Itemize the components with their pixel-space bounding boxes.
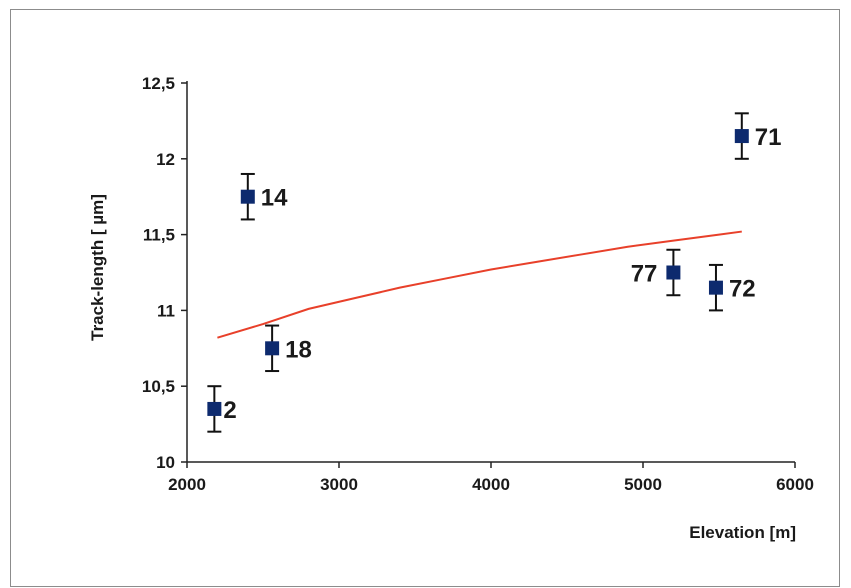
data-point: 2 [207, 385, 237, 433]
point-label: 2 [223, 397, 236, 424]
point-marker [240, 189, 255, 204]
y-tick-label: 10,5 [142, 377, 175, 396]
axes [186, 81, 795, 463]
x-axis-title: Elevation [m] [689, 523, 796, 542]
y-tick-label: 11 [157, 301, 175, 320]
y-ticks: 10 10,5 11 11,5 12 12,5 [142, 74, 187, 472]
trend-line [217, 230, 742, 339]
point-label: 72 [729, 276, 756, 303]
data-point: 72 [708, 263, 756, 312]
x-tick-label: 4000 [472, 475, 510, 494]
point-marker [265, 341, 280, 356]
point-label: 71 [755, 124, 782, 151]
x-tick-label: 6000 [776, 475, 814, 494]
data-point: 77 [631, 248, 681, 297]
point-marker [666, 265, 681, 280]
point-label: 77 [631, 261, 658, 288]
y-tick-label: 11,5 [143, 226, 175, 245]
y-axis-title: Track-length [ µm] [88, 194, 107, 341]
point-marker [734, 129, 749, 144]
data-point: 18 [265, 324, 312, 373]
point-label: 14 [261, 185, 288, 212]
y-tick-label: 12 [156, 150, 175, 169]
data-point: 71 [734, 112, 782, 160]
data-point: 14 [240, 172, 288, 221]
y-tick-label: 12,5 [142, 74, 175, 93]
point-marker [207, 401, 222, 416]
x-tick-label: 2000 [168, 475, 206, 494]
data-points: 2 14 18 77 72 71 [207, 112, 782, 433]
point-label: 18 [285, 336, 312, 363]
x-ticks: 2000 3000 4000 5000 6000 [168, 462, 814, 494]
y-tick-label: 10 [156, 453, 175, 472]
x-tick-label: 3000 [320, 475, 358, 494]
chart-frame [10, 9, 840, 587]
x-tick-label: 5000 [624, 475, 662, 494]
point-marker [708, 280, 723, 295]
